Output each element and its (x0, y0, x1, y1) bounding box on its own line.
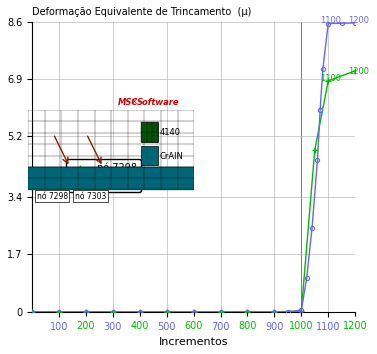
Text: 1100: 1100 (320, 74, 340, 83)
Text: 1200: 1200 (348, 16, 369, 24)
Text: Deformação Equivalente de Trincamento  (μ): Deformação Equivalente de Trincamento (μ… (32, 7, 251, 17)
Text: MSC: MSC (118, 97, 138, 107)
Legend: nó 7298, nó 7303: nó 7298, nó 7303 (66, 159, 141, 192)
Text: 1100: 1100 (320, 16, 340, 24)
Text: nó 7303: nó 7303 (75, 192, 106, 201)
Text: 4140: 4140 (159, 128, 180, 137)
Bar (141, 147, 158, 166)
X-axis label: Incrementos: Incrementos (159, 337, 228, 347)
Bar (141, 122, 158, 142)
Text: Software: Software (137, 97, 179, 107)
Text: nó 7298: nó 7298 (37, 192, 68, 201)
Text: 1200: 1200 (348, 67, 369, 76)
Text: ×: × (131, 97, 138, 107)
Bar (28, 167, 194, 189)
Text: CrAlN: CrAlN (159, 152, 183, 161)
